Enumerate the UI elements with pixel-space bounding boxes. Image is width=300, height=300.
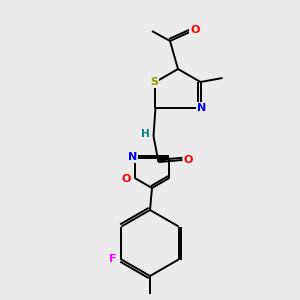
Text: H: H (141, 129, 150, 139)
Text: F: F (109, 254, 116, 265)
Text: N: N (128, 152, 137, 162)
Text: S: S (151, 77, 158, 87)
Text: O: O (190, 25, 200, 35)
Text: O: O (121, 174, 131, 184)
Text: N: N (197, 103, 206, 113)
Text: O: O (184, 155, 193, 165)
